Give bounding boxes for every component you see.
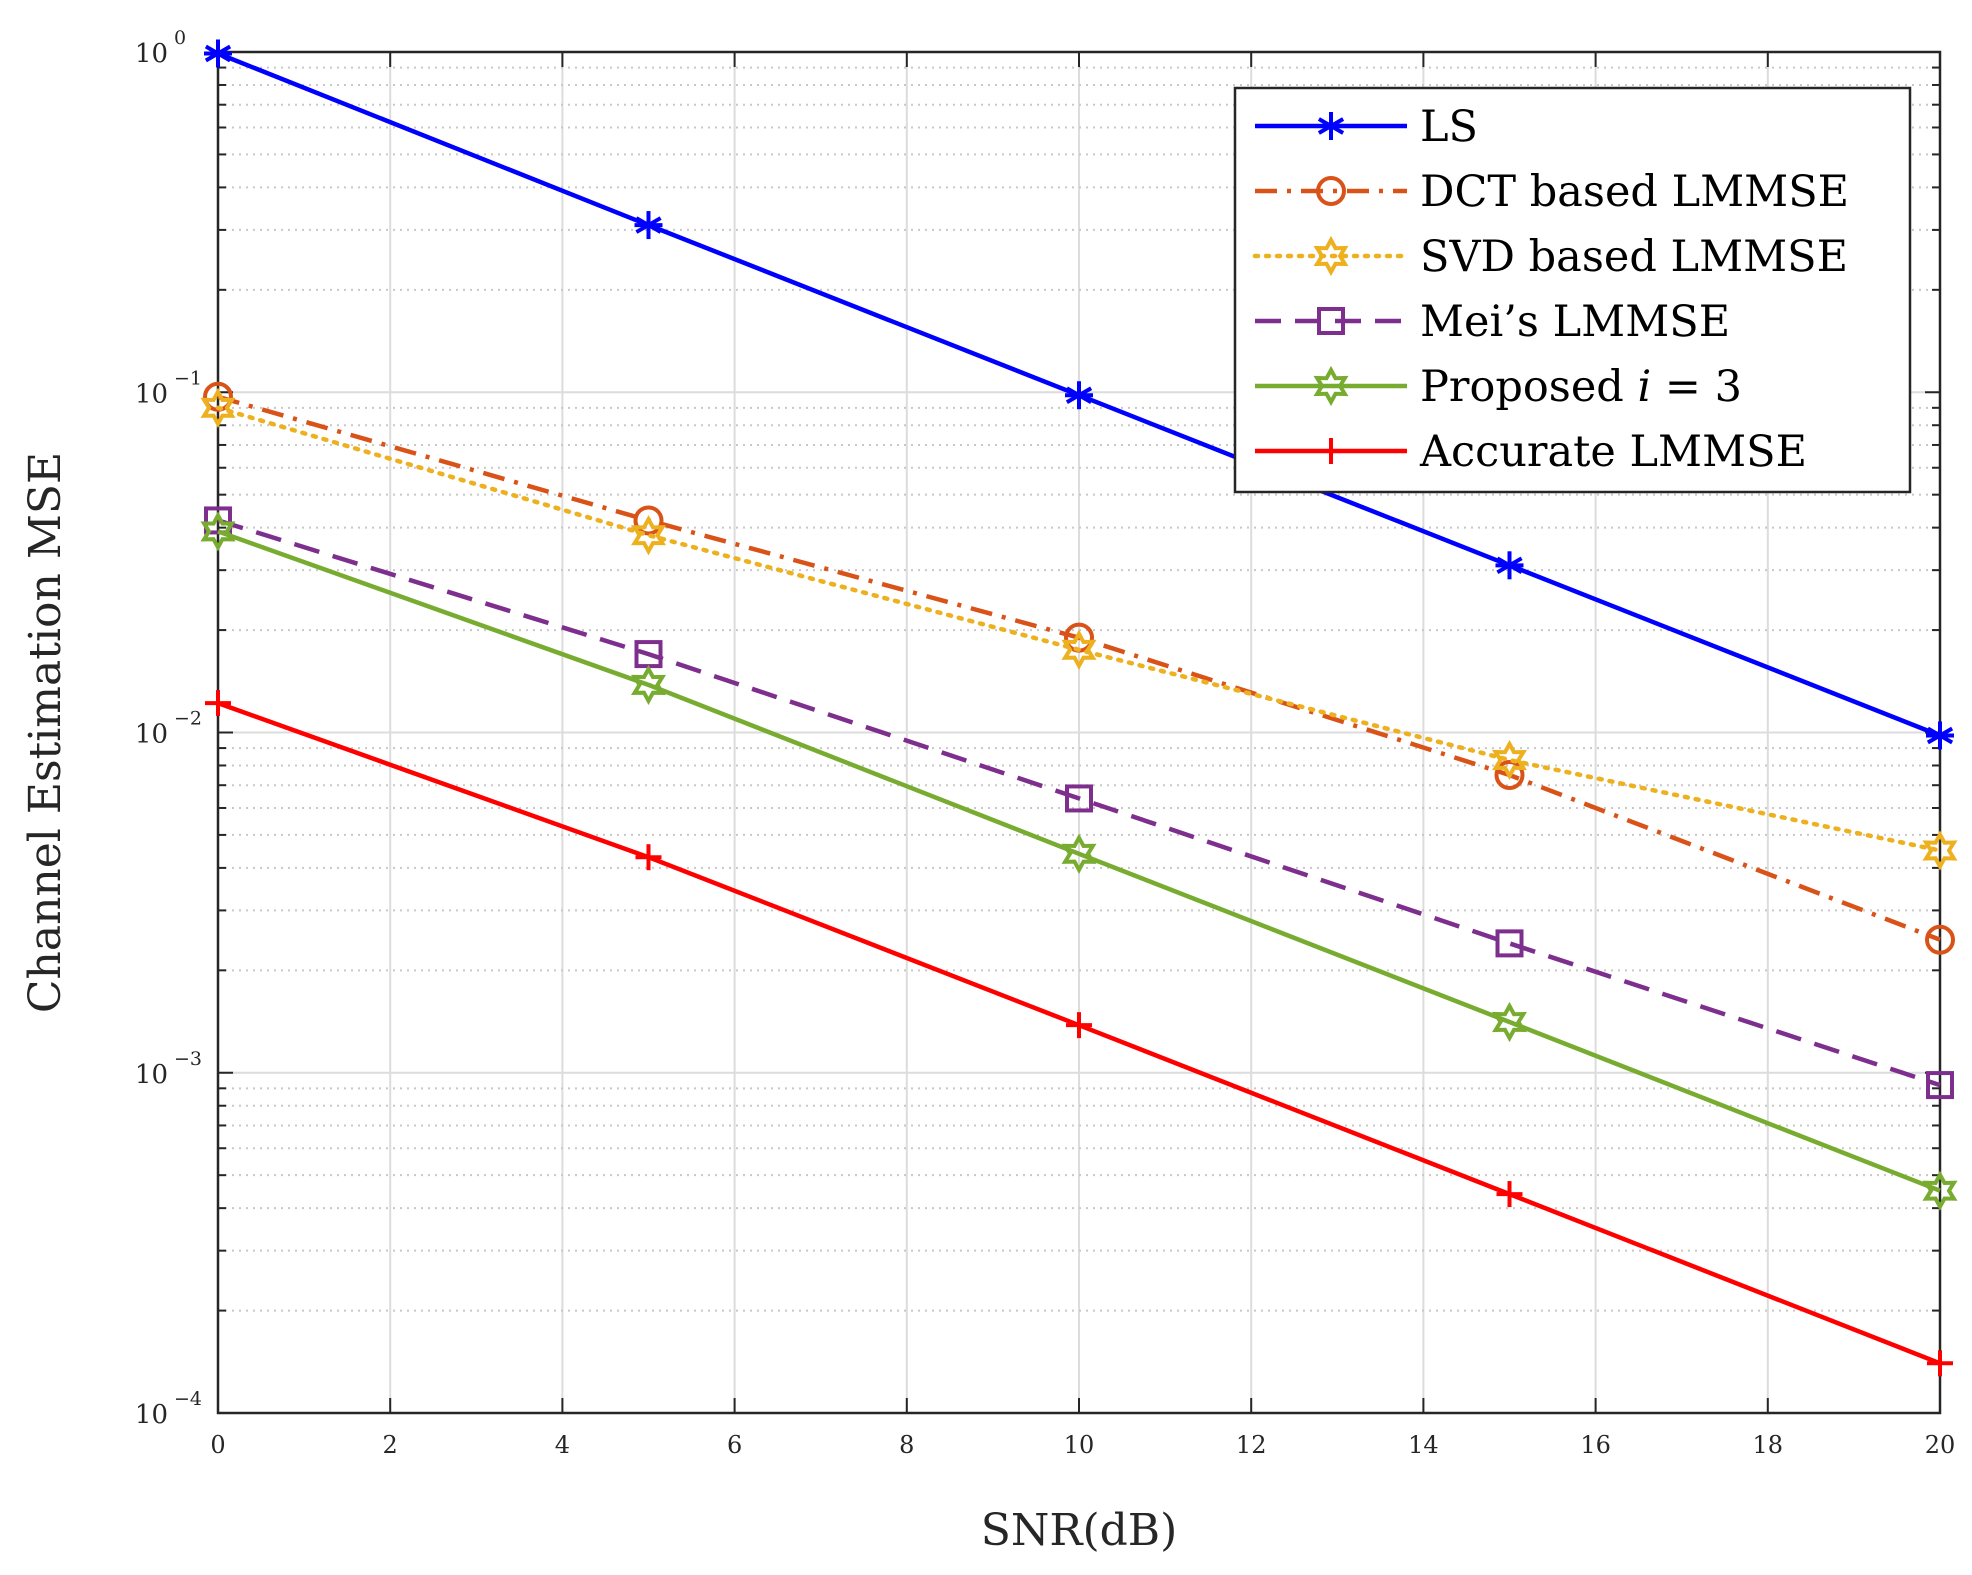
- y-tick-label: 10: [135, 39, 168, 69]
- data-point-proposed: [630, 664, 667, 706]
- x-axis-title: SNR(dB): [981, 1505, 1178, 1556]
- y-tick-labels: 10 0 10 −1 10 −2 10 −3 10 −4: [135, 27, 202, 1430]
- x-tick-label: 16: [1580, 1431, 1611, 1459]
- series-lines: [200, 39, 1958, 1377]
- legend-marker-dct-based-lmmse: [1316, 176, 1346, 206]
- legend-label-mei-s-lmmse: Mei’s LMMSE: [1420, 297, 1730, 347]
- legend-entry-ls: LS: [1255, 102, 1478, 152]
- data-point-mei-s-lmmse: [1065, 784, 1093, 813]
- legend-entry-accurate-lmmse: Accurate LMMSE: [1255, 427, 1807, 477]
- data-point-ls: [1065, 381, 1093, 410]
- legend-label-accurate-lmmse: Accurate LMMSE: [1419, 427, 1807, 477]
- y-tick-exponent: −1: [174, 367, 202, 389]
- x-tick-label: 6: [727, 1431, 742, 1459]
- data-point-svd-based-lmmse: [1491, 739, 1528, 781]
- legend-label-text: SVD based LMMSE: [1420, 232, 1848, 282]
- data-point-proposed: [1061, 833, 1097, 874]
- legend-label-text: LS: [1420, 102, 1478, 152]
- data-point-svd-based-lmmse: [1922, 830, 1958, 871]
- legend-marker-accurate-lmmse: [1318, 438, 1344, 464]
- series-ls: [204, 39, 1954, 750]
- data-point-ls: [1926, 721, 1954, 750]
- legend-label-text: Proposed: [1420, 362, 1638, 412]
- x-tick-label: 14: [1408, 1431, 1439, 1459]
- series-accurate-lmmse: [205, 690, 1953, 1377]
- legend-label-dct-based-lmmse: DCT based LMMSE: [1420, 167, 1849, 217]
- legend-label-text: Accurate LMMSE: [1419, 427, 1807, 477]
- legend-marker-proposed: [1313, 365, 1349, 407]
- series-line-proposed: [217, 529, 1941, 1193]
- y-axis-title: Channel Estimation MSE: [20, 452, 71, 1013]
- x-tick-label: 2: [383, 1431, 398, 1459]
- legend-label-ls: LS: [1420, 102, 1478, 152]
- legend: LS DCT based LMMSE SVD based LMMSE Mei’s LM…: [1233, 86, 1912, 494]
- data-point-ls: [1495, 551, 1524, 580]
- x-tick-labels: 0 2 4 6 8 10 12 14 16 18 20: [210, 1431, 1955, 1459]
- legend-entry-svd-based-lmmse: SVD based LMMSE: [1252, 232, 1848, 282]
- data-point-svd-based-lmmse: [630, 515, 667, 556]
- y-tick-exponent: −3: [174, 1048, 202, 1070]
- legend-entry-dct-based-lmmse: DCT based LMMSE: [1255, 167, 1849, 217]
- y-tick-exponent: −4: [174, 1388, 202, 1410]
- legend-label-variable: i: [1638, 362, 1652, 412]
- data-point-ls: [634, 211, 663, 240]
- y-tick-exponent: −2: [174, 708, 202, 730]
- x-tick-label: 10: [1064, 1431, 1095, 1459]
- legend-marker-svd-based-lmmse: [1313, 235, 1349, 277]
- y-tick-label: 10: [135, 1400, 168, 1430]
- legend-label-svd-based-lmmse: SVD based LMMSE: [1420, 232, 1848, 282]
- data-point-accurate-lmmse: [205, 690, 231, 717]
- y-tick-exponent: 0: [174, 27, 186, 49]
- series-line-svd-based-lmmse: [215, 405, 1943, 853]
- x-tick-label: 8: [899, 1431, 914, 1459]
- legend-marker-ls: [1317, 112, 1345, 140]
- data-point-proposed: [200, 511, 236, 552]
- data-point-dct-based-lmmse: [633, 505, 664, 536]
- data-point-ls: [204, 39, 232, 68]
- y-tick-label: 10: [135, 379, 168, 409]
- data-point-svd-based-lmmse: [1061, 629, 1097, 670]
- legend-box: [1233, 86, 1912, 494]
- x-tick-label: 12: [1236, 1431, 1267, 1459]
- legend-marker-mei-s-lmmse: [1317, 307, 1345, 335]
- data-point-dct-based-lmmse: [1925, 924, 1955, 955]
- data-point-accurate-lmmse: [1496, 1181, 1523, 1208]
- data-point-accurate-lmmse: [1927, 1350, 1953, 1377]
- series-proposed: [200, 511, 1958, 1211]
- x-tick-label: 20: [1925, 1431, 1956, 1459]
- legend-label-text: DCT based LMMSE: [1420, 167, 1849, 217]
- legend-label-text: Mei’s LMMSE: [1420, 297, 1730, 347]
- data-point-accurate-lmmse: [635, 844, 662, 871]
- legend-entry-proposed: Proposed i = 3: [1255, 362, 1742, 412]
- data-point-mei-s-lmmse: [1495, 929, 1524, 958]
- y-tick-label: 10: [135, 1060, 168, 1090]
- legend-label-proposed: Proposed i = 3: [1420, 362, 1742, 412]
- data-point-dct-based-lmmse: [1494, 760, 1525, 791]
- legend-entry-mei-s-lmmse: Mei’s LMMSE: [1255, 297, 1730, 347]
- series-line-mei-s-lmmse: [217, 518, 1941, 1088]
- data-point-svd-based-lmmse: [200, 387, 236, 428]
- x-tick-label: 0: [210, 1431, 225, 1459]
- series-svd-based-lmmse: [200, 387, 1958, 871]
- data-point-proposed: [1491, 1001, 1528, 1043]
- data-point-accurate-lmmse: [1066, 1012, 1092, 1039]
- x-tick-label: 4: [555, 1431, 570, 1459]
- y-tick-label: 10: [135, 720, 168, 750]
- data-point-proposed: [1922, 1170, 1958, 1211]
- legend-label-suffix: = 3: [1651, 362, 1742, 412]
- x-tick-label: 18: [1753, 1431, 1784, 1459]
- data-point-mei-s-lmmse: [1926, 1071, 1954, 1100]
